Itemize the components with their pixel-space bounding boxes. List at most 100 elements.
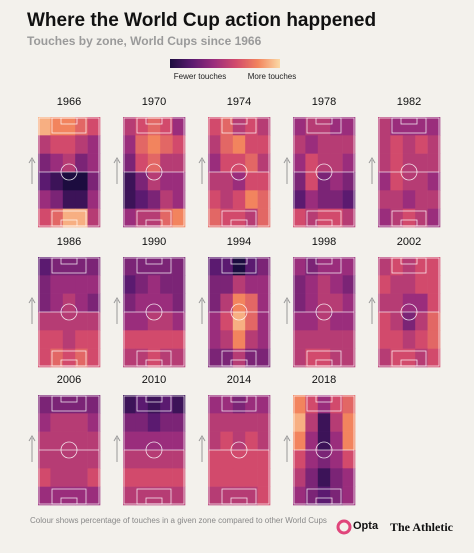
heat-cell: [208, 395, 221, 414]
heat-cell: [390, 312, 404, 331]
heat-cell: [62, 348, 76, 368]
heat-cell: [208, 172, 221, 191]
heat-cell: [317, 312, 331, 331]
heat-cell: [50, 431, 64, 451]
heat-cell: [123, 190, 136, 209]
heat-cell: [427, 293, 441, 313]
heat-cell: [390, 330, 404, 349]
heat-cell: [87, 348, 101, 368]
heat-cell: [208, 135, 221, 154]
goal-box: [60, 497, 78, 505]
heat-cell: [62, 135, 76, 154]
heat-cell: [293, 153, 306, 173]
heat-cell: [135, 413, 149, 432]
heat-cell: [208, 275, 221, 294]
heat-cell: [75, 135, 88, 154]
heat-cell: [293, 413, 306, 432]
heat-cell: [378, 312, 391, 331]
heat-cell: [232, 312, 246, 331]
heat-cell: [220, 450, 234, 469]
heat-cell: [50, 172, 64, 191]
heat-cell: [220, 413, 234, 432]
heat-cell: [87, 153, 101, 173]
heat-cell: [50, 257, 64, 276]
heat-cell: [135, 135, 149, 154]
heat-cell: [232, 293, 246, 313]
arrow-head: [368, 157, 376, 164]
pitch-lines: [123, 117, 185, 227]
heat-cell: [293, 172, 306, 191]
heat-cell: [330, 468, 343, 487]
heat-cell: [135, 431, 149, 451]
heat-cell: [123, 486, 136, 506]
heat-cell: [62, 117, 76, 136]
heat-cell: [87, 257, 101, 276]
heat-cell: [342, 275, 356, 294]
heat-cell: [135, 293, 149, 313]
heat-cell: [305, 190, 319, 209]
heat-cell: [172, 486, 186, 506]
heat-cell: [390, 153, 404, 173]
heat-cell: [257, 413, 271, 432]
heat-cell: [160, 486, 173, 506]
heat-cell: [135, 257, 149, 276]
heat-cell: [245, 395, 258, 414]
goal-box: [145, 359, 163, 367]
heat-cell: [330, 153, 343, 173]
panel-title: 2010: [142, 374, 166, 386]
heat-cell: [87, 208, 101, 228]
panel-title: 2006: [57, 374, 81, 386]
heat-cell: [123, 450, 136, 469]
heat-cell: [245, 293, 258, 313]
heat-cell: [232, 190, 246, 209]
heat-cell: [220, 293, 234, 313]
heat-cell: [135, 275, 149, 294]
heat-cell: [232, 468, 246, 487]
heat-cell: [257, 208, 271, 228]
heat-cell: [305, 431, 319, 451]
centre-circle: [230, 441, 248, 459]
heat-cell: [208, 153, 221, 173]
heat-cell: [257, 348, 271, 368]
heat-cell: [378, 257, 391, 276]
panel-title: 1978: [312, 96, 336, 108]
heat-cell: [317, 153, 331, 173]
goal-box: [315, 359, 333, 367]
heat-cell: [75, 117, 88, 136]
heat-cell: [378, 172, 391, 191]
heat-cell: [38, 395, 51, 414]
heat-cell: [135, 330, 149, 349]
goal-box: [230, 497, 248, 505]
heat-cell: [172, 312, 186, 331]
heat-cell: [415, 257, 428, 276]
heat-cell: [402, 153, 416, 173]
heat-cell: [160, 348, 173, 368]
heat-cell: [220, 486, 234, 506]
heat-cell: [123, 275, 136, 294]
pitch-lines: [123, 257, 185, 367]
arrow-head: [198, 157, 206, 164]
heat-cell: [135, 395, 149, 414]
heat-cell: [257, 293, 271, 313]
heat-cell: [75, 208, 88, 228]
heat-cell: [160, 330, 173, 349]
heat-cell: [123, 153, 136, 173]
heat-cell: [402, 172, 416, 191]
heat-cell: [402, 190, 416, 209]
heat-cell: [257, 257, 271, 276]
heat-cell: [317, 348, 331, 368]
heat-cell: [305, 208, 319, 228]
goal-box: [145, 497, 163, 505]
heat-cell: [378, 348, 391, 368]
heat-cell: [415, 172, 428, 191]
footnote: Colour shows percentage of touches in a …: [30, 516, 327, 525]
heat-cell: [208, 312, 221, 331]
heat-cell: [257, 312, 271, 331]
heat-cell: [172, 172, 186, 191]
goal-box: [315, 117, 333, 125]
heat-cell: [135, 348, 149, 368]
heat-cell: [50, 395, 64, 414]
heat-cell: [427, 190, 441, 209]
heat-cell: [378, 190, 391, 209]
heat-cell: [62, 468, 76, 487]
